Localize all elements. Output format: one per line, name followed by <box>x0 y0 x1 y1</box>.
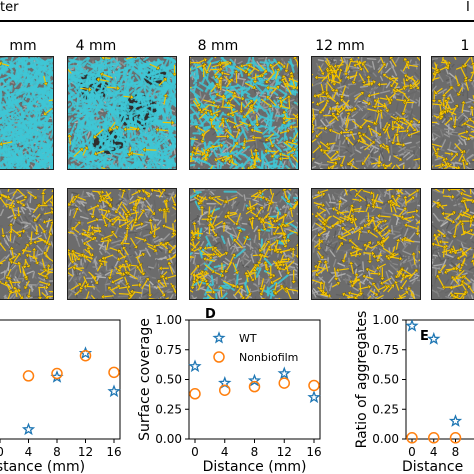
x-tick-label: 8 <box>251 445 259 459</box>
wt-data-point <box>448 414 463 427</box>
column-header-2: 8 mm <box>197 38 239 54</box>
nonbiofilm-data-point <box>308 379 320 392</box>
legend-wt-label: WT <box>239 332 257 345</box>
microscopy-tile-top-2 <box>189 56 299 170</box>
y-tick-label: 1.00 <box>372 313 399 327</box>
microscopy-tile-top-0 <box>0 56 54 170</box>
x-tick-label: 12 <box>277 445 292 459</box>
legend-nonbiofilm-label: Nonbiofilm <box>239 351 298 364</box>
nonbiofilm-data-point <box>248 380 261 393</box>
y-tick-label: 0.25 <box>155 402 182 416</box>
nonbiofilm-data-point <box>189 388 201 400</box>
y-tick-label: 0.25 <box>372 402 399 416</box>
scatter-panel-1: 0 4 8 12 16 0.00 0.25 0.50 0.75 1.00 Distance (mm)… <box>137 307 322 474</box>
microscopy-tile-bottom-0 <box>0 188 54 300</box>
nonbiofilm-data-point <box>219 384 231 396</box>
header-right-text: I <box>466 0 470 15</box>
y-tick-label: 0.75 <box>372 343 399 357</box>
scatter-panel-0: 0 4 8 12 16 istance (mm) <box>0 319 122 474</box>
y-tick-label: 0.00 <box>155 432 182 446</box>
panel-letter: D <box>205 307 216 322</box>
x-tick-label: 8 <box>53 445 61 459</box>
microscopy-tile-bottom-4 <box>431 188 474 300</box>
microscopy-tile-bottom-2 <box>189 188 299 300</box>
y-tick-label: 0.75 <box>155 343 182 357</box>
x-tick-label: 0 <box>191 445 199 459</box>
y-axis-label: Ratio of aggregates <box>354 311 370 449</box>
x-axis-label: Distance (mm) <box>203 459 307 474</box>
microscopy-tile-bottom-1 <box>67 188 177 300</box>
wt-data-point <box>277 366 292 380</box>
y-tick-label: 0.00 <box>372 432 399 446</box>
x-tick-label: 12 <box>78 445 93 459</box>
x-tick-label: 0 <box>0 445 4 459</box>
legend-nonbiofilm-marker <box>213 351 225 363</box>
nonbiofilm-data-point <box>406 432 418 444</box>
nonbiofilm-data-point <box>449 432 462 444</box>
header-left-text: ter <box>0 0 19 15</box>
x-tick-label: 0 <box>408 445 416 459</box>
x-tick-label: 4 <box>221 445 229 459</box>
x-tick-label: 16 <box>106 445 121 459</box>
y-axis-label: Surface coverage <box>137 318 153 441</box>
nonbiofilm-data-point <box>428 432 440 444</box>
column-header-0: mm <box>9 38 37 54</box>
column-header-3: 12 mm <box>315 38 365 54</box>
nonbiofilm-data-point <box>108 366 120 379</box>
x-tick-label: 8 <box>452 445 460 459</box>
x-tick-label: 4 <box>25 445 33 459</box>
y-tick-label: 0.50 <box>155 373 182 387</box>
x-tick-label: 4 <box>430 445 438 459</box>
wt-data-point <box>426 331 441 345</box>
wt-data-point <box>107 384 121 398</box>
nonbiofilm-data-point <box>22 370 35 382</box>
microscopy-tile-top-1 <box>67 56 177 170</box>
wt-data-point <box>188 359 202 373</box>
microscopy-tile-top-3 <box>311 56 421 170</box>
nonbiofilm-data-point <box>278 377 290 389</box>
x-tick-label: 16 <box>306 445 321 459</box>
wt-data-point <box>405 318 419 332</box>
microscopy-tile-top-4 <box>431 56 474 170</box>
nonbiofilm-data-point <box>51 367 63 380</box>
legend: WT Nonbiofilm <box>212 331 298 364</box>
y-tick-label: 0.50 <box>372 373 399 387</box>
x-axis-label: Distance <box>402 459 463 474</box>
column-header-1: 4 mm <box>75 38 117 54</box>
wt-data-point <box>21 422 36 436</box>
plot-frame <box>405 319 474 440</box>
panel-letter: E <box>420 329 429 344</box>
wt-data-point <box>247 373 262 387</box>
wt-data-point <box>307 390 321 404</box>
y-tick-label: 1.00 <box>155 313 182 327</box>
top-divider-line <box>0 20 474 22</box>
column-header-4: 1 <box>460 38 470 54</box>
plot-area: 0481216istance (mm)04812160.000.250.500.… <box>0 307 474 474</box>
nonbiofilm-data-point <box>79 349 92 362</box>
x-axis-label: istance (mm) <box>0 459 85 474</box>
microscopy-tile-bottom-3 <box>311 188 421 300</box>
legend-wt-marker <box>212 331 226 344</box>
scatter-panel-2: 0 4 8 0.00 0.25 0.50 0.75 1.00 Distance Ratio of … <box>354 311 474 474</box>
